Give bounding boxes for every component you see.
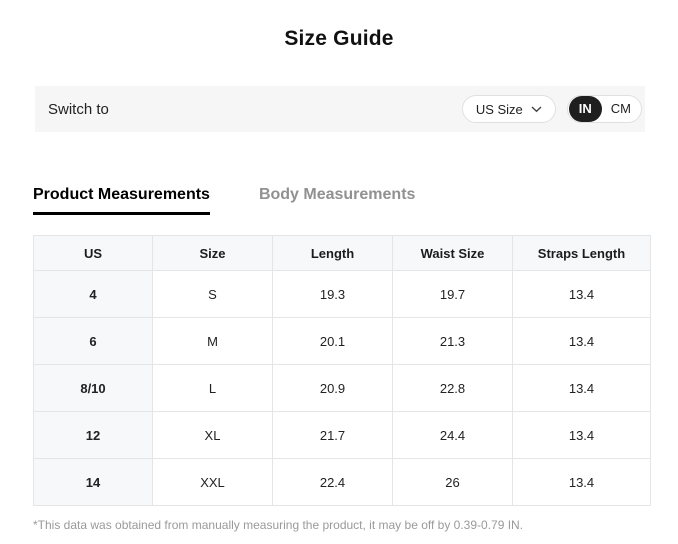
measurement-cell: 24.4 — [392, 411, 513, 459]
unit-switch-bar: Switch to US Size IN CM — [35, 86, 645, 132]
row-header-cell: 14 — [33, 458, 153, 506]
measurement-cell: S — [152, 270, 273, 318]
measurement-cell: 13.4 — [512, 270, 651, 318]
column-header: Straps Length — [512, 235, 651, 271]
measurement-cell: 13.4 — [512, 364, 651, 412]
table-row: 6 M 20.1 21.3 13.4 — [33, 317, 651, 365]
measurement-cell: 20.9 — [272, 364, 393, 412]
size-chart-header: US Size Length Waist Size Straps Length — [33, 235, 651, 271]
measurement-cell: 19.3 — [272, 270, 393, 318]
size-chart-body: 4 S 19.3 19.7 13.4 6 M 20.1 21.3 13.4 8/10 L 20.9 22.… — [33, 270, 651, 506]
table-row: 12 XL 21.7 24.4 13.4 — [33, 411, 651, 459]
measurement-cell: 26 — [392, 458, 513, 506]
switch-to-label: Switch to — [48, 100, 109, 118]
column-header: Size — [152, 235, 273, 271]
measurement-cell: 21.3 — [392, 317, 513, 365]
page-title: Size Guide — [284, 27, 394, 50]
switch-controls: US Size IN CM — [461, 95, 642, 123]
row-header-cell: 6 — [33, 317, 153, 365]
size-standard-dropdown[interactable]: US Size — [461, 95, 556, 123]
unit-option-cm[interactable]: CM — [610, 101, 631, 116]
measurement-cell: 20.1 — [272, 317, 393, 365]
measurement-cell: 22.8 — [392, 364, 513, 412]
measurement-cell: 22.4 — [272, 458, 393, 506]
column-header: Waist Size — [392, 235, 513, 271]
measurement-cell: 19.7 — [392, 270, 513, 318]
row-header-cell: 8/10 — [33, 364, 153, 412]
unit-toggle: IN CM — [566, 95, 642, 123]
chevron-down-icon — [531, 106, 542, 113]
measurement-cell: XXL — [152, 458, 273, 506]
row-header-cell: 4 — [33, 270, 153, 318]
size-chart-table: US Size Length Waist Size Straps Length 4 S 19… — [33, 235, 651, 506]
table-row: 14 XXL 22.4 26 13.4 — [33, 458, 651, 506]
tab-product-measurements[interactable]: Product Measurements — [33, 186, 210, 215]
tab-body-measurements[interactable]: Body Measurements — [258, 186, 416, 203]
table-row: 8/10 L 20.9 22.8 13.4 — [33, 364, 651, 412]
measurement-cell: M — [152, 317, 273, 365]
column-header: US — [33, 235, 153, 271]
measurement-disclaimer: *This data was obtained from manually me… — [33, 518, 524, 532]
measurement-tabs: Product Measurements Body Measurements — [33, 186, 678, 215]
column-header: Length — [272, 235, 393, 271]
measurement-cell: 21.7 — [272, 411, 393, 459]
measurement-cell: 13.4 — [512, 458, 651, 506]
unit-option-in[interactable]: IN — [568, 96, 602, 122]
row-header-cell: 12 — [33, 411, 153, 459]
size-standard-value: US Size — [475, 101, 523, 117]
measurement-cell: 13.4 — [512, 411, 651, 459]
table-row: 4 S 19.3 19.7 13.4 — [33, 270, 651, 318]
measurement-cell: 13.4 — [512, 317, 651, 365]
measurement-cell: L — [152, 364, 273, 412]
measurement-cell: XL — [152, 411, 273, 459]
